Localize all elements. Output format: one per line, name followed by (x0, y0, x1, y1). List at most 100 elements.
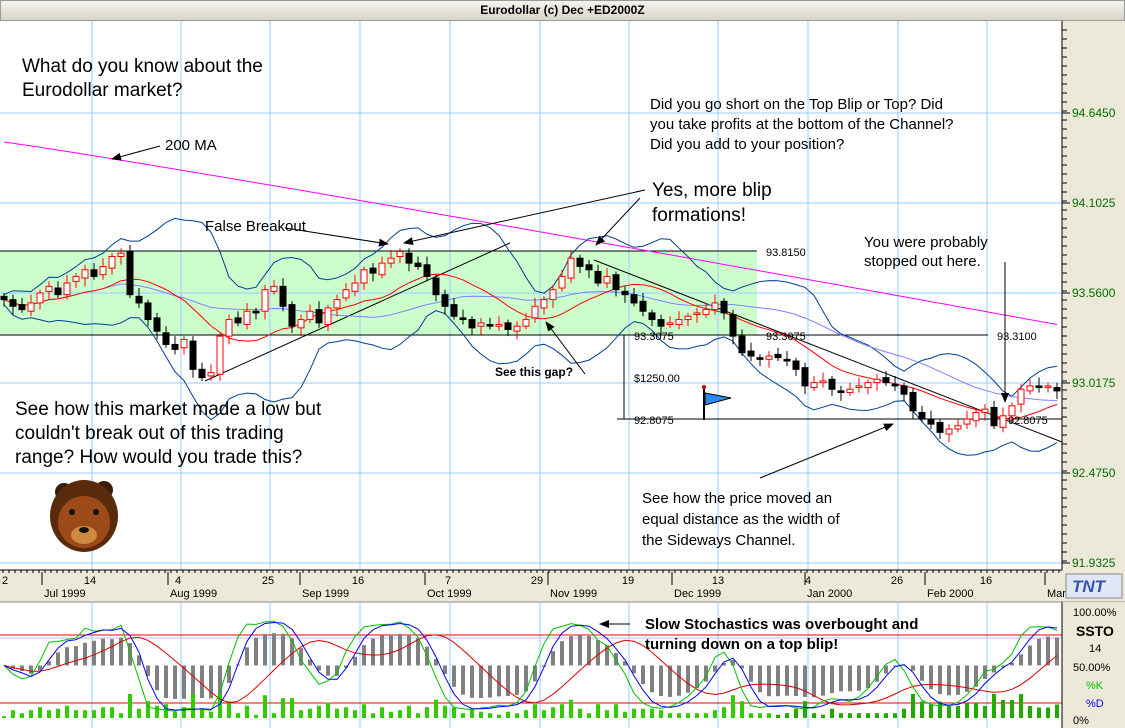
candle-body (63, 282, 71, 296)
candle-body (657, 319, 665, 327)
histogram-bar (866, 665, 870, 688)
candle-body (117, 252, 125, 258)
histogram-bar (875, 665, 879, 682)
legend-d: %D (1086, 698, 1104, 710)
candle-body (135, 295, 143, 304)
candle-body (423, 264, 431, 277)
candle-body (540, 299, 548, 309)
histogram-bar (659, 665, 663, 697)
volume-bar (362, 704, 366, 718)
volume-bar (308, 708, 312, 718)
volume-bar (101, 707, 105, 718)
histogram-bar (65, 647, 69, 666)
candle-body (738, 335, 746, 354)
equal-text-3: the Sideways Channel. (642, 532, 795, 549)
histogram-bar (857, 665, 861, 691)
volume-bar (1010, 700, 1014, 718)
volume-bar (1037, 707, 1041, 718)
candle-body (612, 274, 620, 291)
volume-bar (353, 710, 357, 718)
histogram-bar (326, 665, 330, 676)
volume-bar (47, 710, 51, 718)
candle-body (954, 425, 962, 430)
candle-body (468, 319, 476, 329)
histogram-bar (569, 636, 573, 666)
histogram-bar (209, 665, 213, 699)
histogram-bar (677, 665, 681, 696)
candle-body (387, 257, 395, 264)
x-day-label: 26 (891, 575, 903, 587)
histogram-bar (884, 665, 888, 674)
candle-body (315, 309, 323, 324)
histogram-bar (803, 665, 807, 697)
histogram-bar (434, 659, 438, 666)
volume-bar (929, 704, 933, 718)
candle-body (576, 257, 584, 267)
candle-body (693, 312, 701, 316)
histogram-bar (713, 665, 717, 672)
x-day-label: 7 (445, 575, 451, 587)
equal-distance-arrow (759, 423, 894, 479)
volume-bar (452, 707, 456, 718)
candle-body (783, 358, 791, 362)
histogram-bar (524, 665, 528, 692)
volume-bar (173, 711, 177, 718)
volume-bar (443, 705, 447, 718)
histogram-bar (281, 633, 285, 666)
histogram-bar (533, 665, 537, 682)
candle-body (360, 269, 368, 284)
candle-body (342, 289, 350, 299)
volume-bar (704, 713, 708, 718)
volume-bar (776, 714, 780, 718)
histogram-bar (299, 648, 303, 666)
candle-body (531, 305, 539, 319)
histogram-bar (470, 665, 474, 698)
candle-body (45, 285, 53, 292)
candle-body (180, 338, 188, 349)
histogram-bar (686, 665, 690, 693)
candle-body (621, 290, 629, 296)
volume-bar (299, 710, 303, 718)
candle-body (927, 418, 935, 425)
histogram-bar (641, 665, 645, 684)
volume-bar (128, 694, 132, 718)
volume-bar (911, 694, 915, 718)
histogram-bar (632, 665, 636, 674)
candle-body (765, 355, 773, 360)
volume-bar (65, 705, 69, 718)
false-breakout-label: False Breakout (205, 218, 307, 235)
histogram-bar (929, 665, 933, 690)
candle-body (945, 428, 953, 435)
volume-bar (407, 705, 411, 718)
volume-bar (659, 710, 663, 718)
candle-body (324, 307, 332, 326)
candle-body (369, 267, 377, 274)
volume-bar (623, 711, 627, 718)
level-93-3075-a: 93.3075 (634, 331, 674, 343)
histogram-bar (308, 659, 312, 666)
candle-body (486, 324, 494, 327)
false-breakout-arrow (284, 227, 389, 247)
histogram-bar (578, 635, 582, 666)
volume-bar (785, 713, 789, 718)
histogram-bar (146, 665, 150, 676)
level-93-3075-b: 93.3075 (766, 331, 806, 343)
histogram-bar (83, 642, 87, 666)
equal-text-2: equal distance as the width of (642, 511, 840, 528)
candle-body (234, 317, 242, 324)
histogram-bar (272, 633, 276, 666)
x-day-label: 25 (262, 575, 274, 587)
ma200-line (3, 141, 1058, 325)
candle-body (459, 317, 467, 321)
volume-bar (857, 713, 861, 718)
histogram-bar (362, 645, 366, 666)
candle-body (720, 300, 728, 314)
volume-bar (821, 714, 825, 718)
candle-body (630, 294, 638, 304)
stopped-text-1: You were probably (864, 234, 988, 251)
volume-bar (371, 713, 375, 718)
blip-text-2: formations! (652, 205, 746, 226)
low-text-1: See how this market made a low but (15, 399, 322, 420)
volume-bar (74, 710, 78, 718)
volume-bar (992, 694, 996, 718)
